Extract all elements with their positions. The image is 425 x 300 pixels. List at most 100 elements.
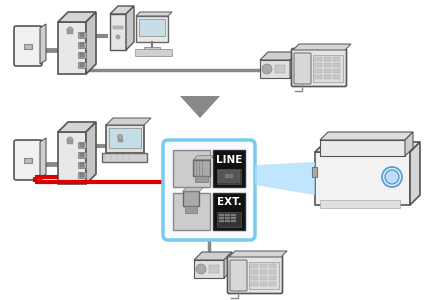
Bar (231, 214, 236, 215)
Text: LINE: LINE (216, 155, 242, 165)
Bar (269, 282, 276, 286)
Bar (144, 47, 160, 50)
Bar (78, 142, 86, 148)
Bar (231, 220, 236, 221)
Polygon shape (86, 12, 96, 74)
Bar (24, 158, 32, 163)
Bar (78, 42, 86, 48)
Bar (24, 44, 32, 49)
Bar (80, 173, 84, 177)
Bar (312, 167, 317, 177)
Polygon shape (320, 132, 413, 140)
Polygon shape (40, 138, 46, 178)
Bar (315, 69, 322, 73)
Bar (260, 276, 267, 280)
Bar (269, 276, 276, 280)
Polygon shape (315, 142, 420, 152)
Bar (213, 193, 245, 230)
Bar (106, 125, 144, 153)
FancyBboxPatch shape (227, 256, 283, 293)
Bar (333, 75, 340, 79)
Bar (320, 200, 400, 208)
Polygon shape (183, 187, 203, 191)
Polygon shape (410, 142, 420, 205)
Circle shape (117, 134, 122, 140)
FancyBboxPatch shape (230, 260, 247, 291)
Bar (315, 152, 410, 205)
FancyBboxPatch shape (292, 49, 346, 86)
Circle shape (196, 264, 206, 274)
Bar (324, 57, 331, 61)
Bar (209, 265, 219, 273)
Bar (78, 162, 86, 168)
Bar (80, 63, 84, 67)
FancyBboxPatch shape (102, 152, 147, 161)
Bar (217, 212, 241, 227)
Bar (225, 220, 230, 221)
FancyBboxPatch shape (294, 53, 311, 84)
Bar (80, 33, 84, 37)
Bar (78, 32, 86, 38)
Circle shape (382, 167, 402, 187)
Bar (173, 193, 210, 230)
Bar (80, 53, 84, 57)
Bar (173, 150, 210, 187)
Bar (217, 169, 241, 184)
Bar (219, 214, 224, 215)
Bar (315, 75, 322, 79)
Bar (251, 282, 258, 286)
Bar (193, 160, 210, 176)
Bar (194, 260, 224, 278)
Bar (251, 270, 258, 274)
Polygon shape (405, 132, 413, 156)
Bar (324, 63, 331, 67)
FancyBboxPatch shape (136, 50, 173, 56)
Bar (110, 14, 126, 50)
FancyBboxPatch shape (14, 140, 42, 180)
Bar (80, 43, 84, 47)
Bar (225, 174, 233, 178)
FancyBboxPatch shape (14, 26, 42, 66)
Bar (269, 270, 276, 274)
Polygon shape (110, 6, 134, 14)
Circle shape (262, 64, 272, 74)
FancyBboxPatch shape (163, 140, 255, 240)
Bar (315, 63, 322, 67)
Polygon shape (58, 12, 96, 22)
Bar (80, 143, 84, 147)
Polygon shape (40, 24, 46, 64)
Bar (139, 19, 165, 36)
Circle shape (385, 170, 399, 184)
Bar (58, 22, 86, 74)
Bar (109, 128, 141, 148)
Bar (183, 191, 199, 206)
Bar (67, 30, 73, 34)
Bar (80, 153, 84, 157)
Bar (333, 69, 340, 73)
Bar (260, 282, 267, 286)
Bar (251, 264, 258, 268)
Bar (231, 217, 236, 218)
Polygon shape (194, 252, 232, 260)
Polygon shape (224, 252, 232, 278)
Bar (136, 16, 168, 42)
Circle shape (116, 35, 120, 39)
Bar (58, 132, 86, 184)
Polygon shape (193, 156, 214, 160)
Polygon shape (229, 251, 287, 257)
Bar (225, 214, 230, 215)
Bar (333, 63, 340, 67)
Bar (333, 57, 340, 61)
Bar (196, 176, 208, 182)
Bar (275, 65, 285, 73)
Polygon shape (126, 6, 134, 50)
Bar (260, 60, 290, 78)
Bar (315, 57, 322, 61)
Bar (67, 140, 73, 144)
Bar (219, 220, 224, 221)
Bar (249, 262, 279, 289)
Circle shape (67, 27, 73, 33)
Bar (118, 139, 123, 142)
Bar (225, 217, 230, 218)
Bar (320, 140, 405, 156)
